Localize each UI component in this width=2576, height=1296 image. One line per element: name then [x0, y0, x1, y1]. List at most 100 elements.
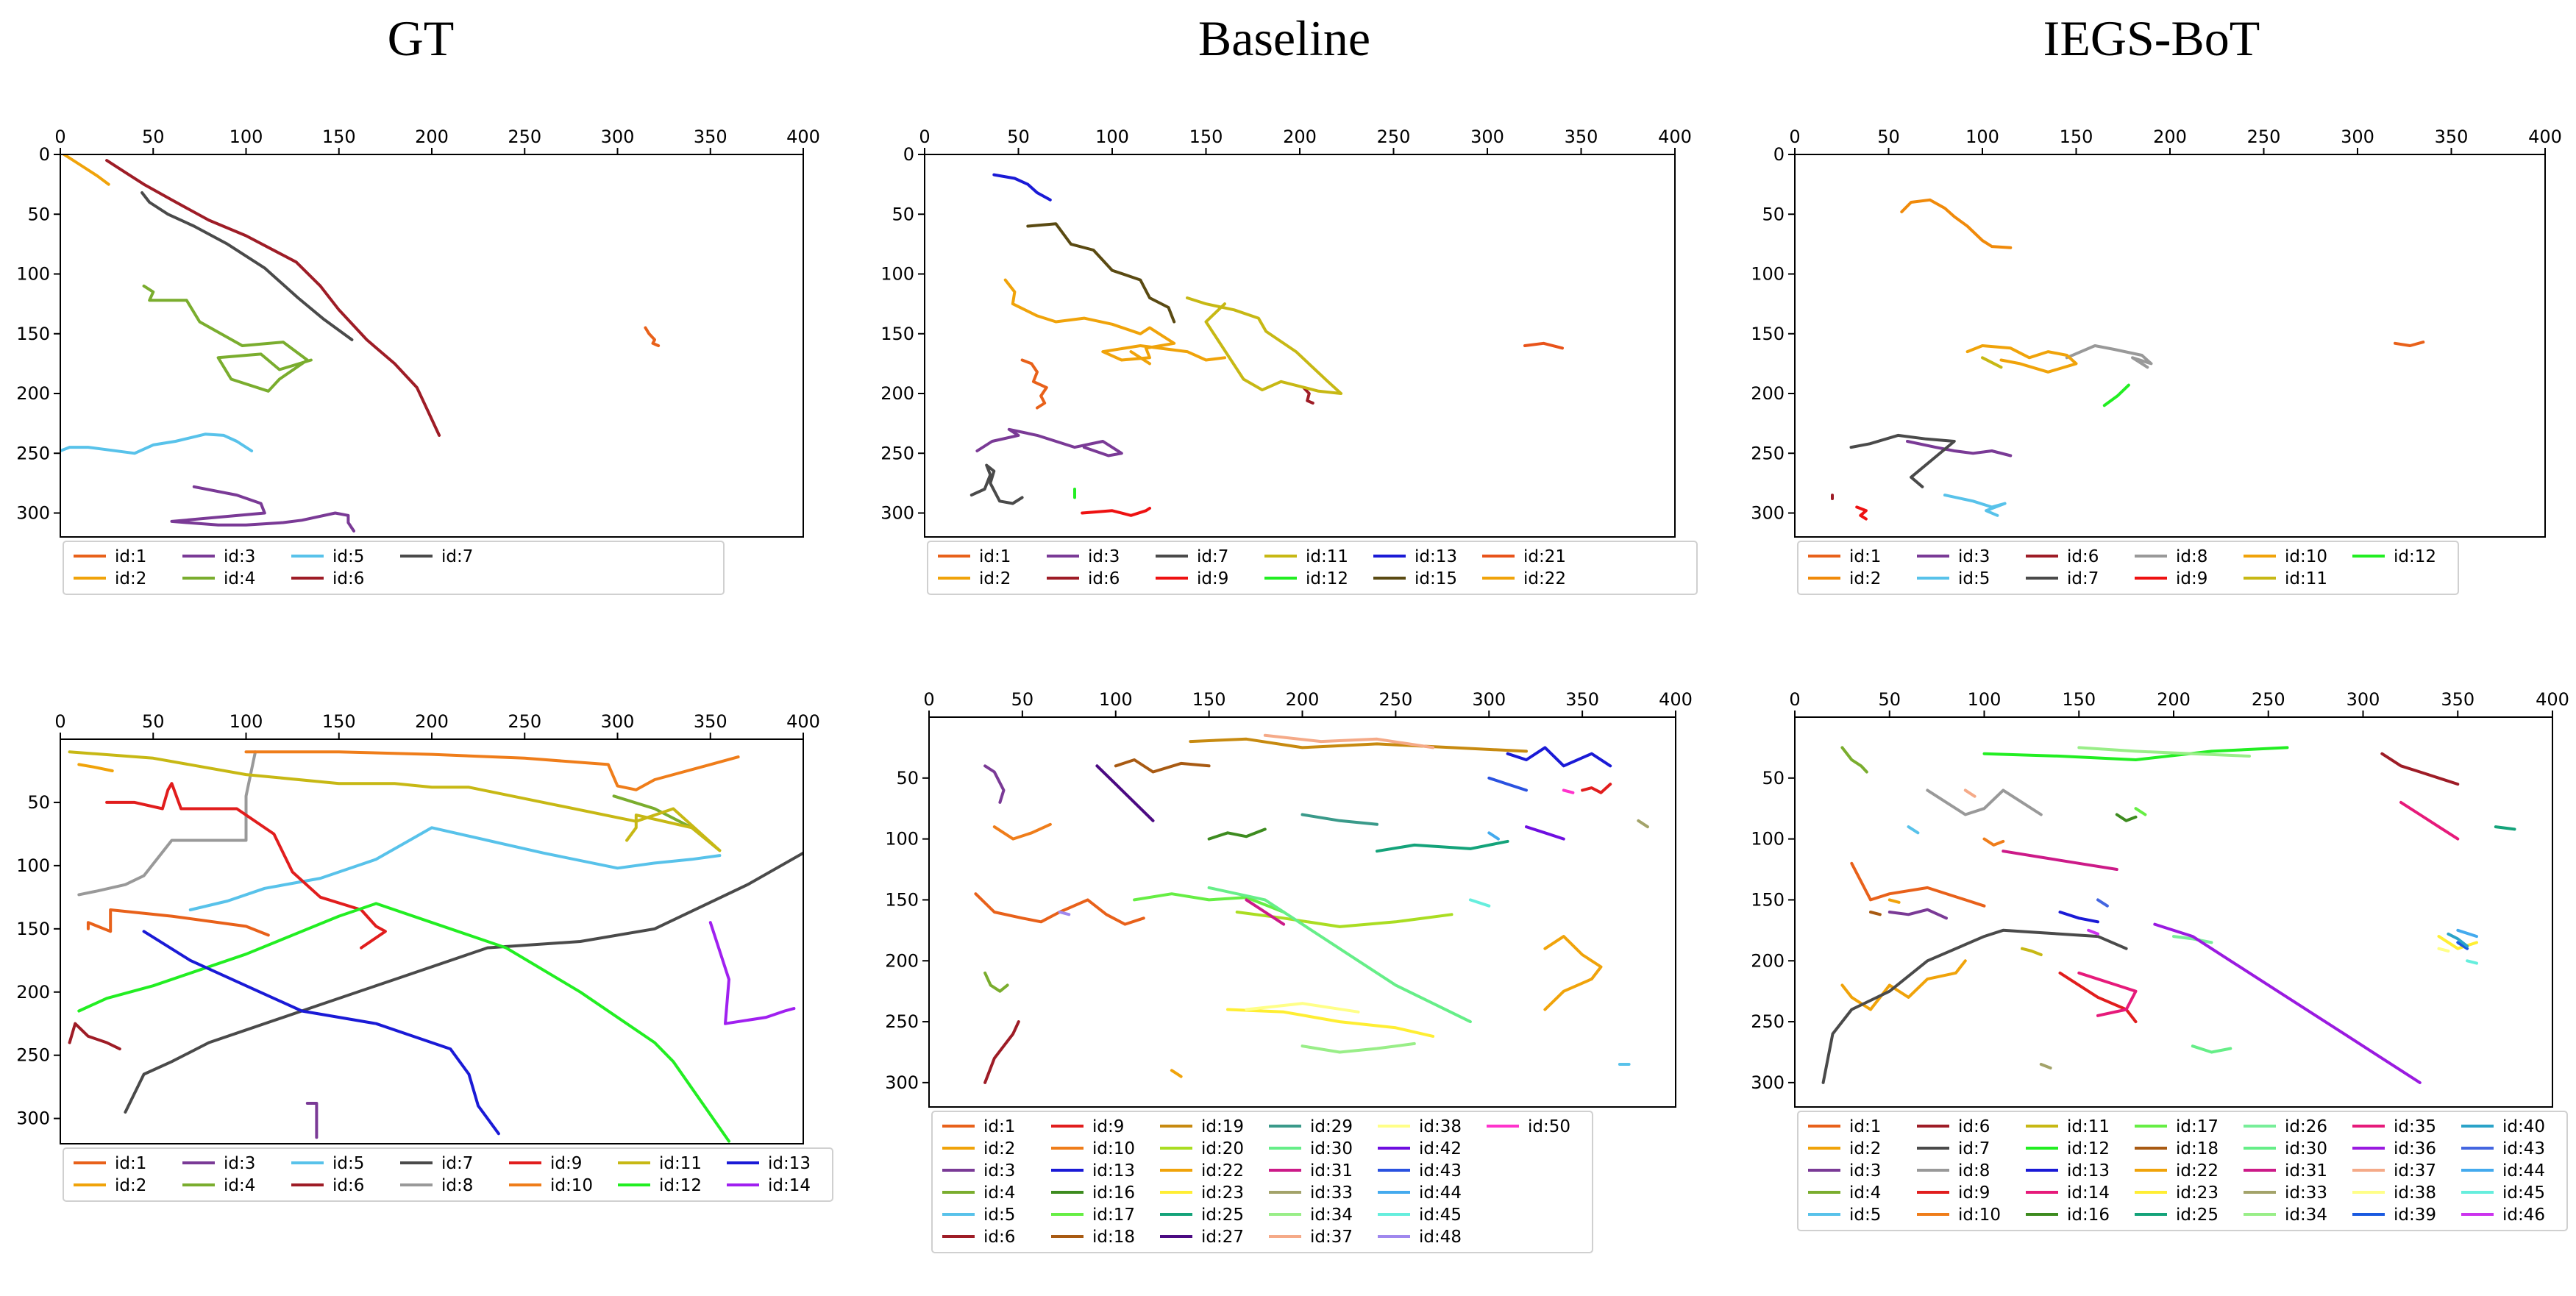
legend-label: id:39 — [2394, 1206, 2436, 1225]
legend-label: id:7 — [1197, 547, 1228, 566]
y-tick-label: 0 — [903, 144, 914, 165]
x-tick-label: 200 — [415, 711, 449, 732]
y-tick-label: 200 — [1751, 383, 1785, 404]
legend-box — [1797, 541, 2459, 595]
legend-label: id:7 — [1958, 1139, 1990, 1158]
series-line-id-10 — [992, 822, 1052, 841]
x-tick-label: 400 — [786, 127, 820, 147]
x-tick-label: 100 — [230, 711, 263, 732]
legend-label: id:7 — [2067, 569, 2099, 588]
axes-frame — [924, 154, 1676, 538]
series-line-id-8 — [2065, 344, 2153, 369]
y-tick-label: 200 — [880, 383, 914, 404]
x-tick-label: 350 — [1565, 689, 1599, 710]
x-tick-label: 0 — [923, 689, 934, 710]
legend-label: id:25 — [2176, 1206, 2219, 1225]
legend-label: id:38 — [2394, 1183, 2436, 1203]
series-line-id-29 — [1301, 813, 1378, 826]
x-tick-label: 350 — [694, 711, 727, 732]
y-tick-label: 50 — [27, 792, 50, 813]
x-tick-label: 300 — [2346, 689, 2380, 710]
x-tick-label: 250 — [1377, 127, 1411, 147]
x-tick-label: 50 — [1011, 689, 1034, 710]
x-tick-label: 200 — [1286, 689, 1320, 710]
column-title-gt: GT — [388, 10, 455, 66]
legend-label: id:25 — [1201, 1206, 1244, 1225]
series-line-id-18 — [1869, 911, 1882, 916]
legend-label: id:14 — [768, 1176, 811, 1195]
legend-label: id:18 — [2176, 1139, 2219, 1158]
x-tick-label: 0 — [919, 127, 930, 147]
series-line-id-2 — [1003, 278, 1226, 362]
legend-label: id:11 — [659, 1154, 702, 1173]
axes-frame — [1794, 716, 2553, 1108]
legend-label: id:5 — [1849, 1206, 1881, 1225]
series-line-id-48 — [1058, 911, 1071, 916]
legend-label: id:12 — [659, 1176, 702, 1195]
series-line-id-6 — [2380, 752, 2460, 786]
y-tick-label: 250 — [16, 443, 50, 463]
legend-label: id:9 — [1092, 1117, 1124, 1136]
legend-label: id:1 — [1849, 547, 1881, 566]
legend-label: id:31 — [1310, 1161, 1353, 1181]
series-line-id-8 — [1926, 788, 2043, 816]
legend-label: id:27 — [1201, 1228, 1244, 1247]
legend-label: id:29 — [1310, 1117, 1353, 1136]
legend-label: id:22 — [1523, 569, 1566, 588]
series-line-id-37 — [1263, 733, 1435, 750]
series-line-id-2 — [1543, 935, 1603, 1011]
legend: id:1id:2id:3id:4id:5id:6id:7id:8id:9id:1… — [63, 1147, 833, 1202]
legend-label: id:7 — [441, 547, 473, 566]
legend-label: id:11 — [1306, 547, 1348, 566]
series-line-id-22 — [1887, 898, 1901, 904]
series-line-id-9 — [2058, 971, 2138, 1024]
legend-label: id:11 — [2285, 569, 2327, 588]
series-line-id-10 — [244, 750, 740, 791]
series-line-id-5 — [1943, 494, 2007, 517]
x-tick-label: 50 — [1877, 127, 1900, 147]
series-line-id-39 — [2456, 941, 2469, 950]
series-line-id-38 — [1245, 1002, 1360, 1014]
legend-box — [63, 541, 725, 595]
series-line-id-1 — [644, 326, 661, 347]
legend-label: id:42 — [1419, 1139, 1462, 1158]
x-tick-label: 350 — [1565, 127, 1598, 147]
series-line-id-12 — [77, 902, 730, 1143]
legend-label: id:10 — [550, 1176, 593, 1195]
series-line-id-43 — [1487, 776, 1528, 792]
series-line-id-16 — [2115, 813, 2138, 822]
legend-label: id:38 — [1419, 1117, 1462, 1136]
legend-label: id:22 — [2176, 1161, 2219, 1181]
series-line-id-10 — [1965, 344, 2078, 374]
y-tick-label: 150 — [885, 889, 919, 910]
x-tick-label: 200 — [415, 127, 449, 147]
legend-label: id:4 — [224, 569, 255, 588]
series-line-id-35 — [2399, 800, 2460, 841]
series-line-id-13 — [2058, 911, 2099, 924]
legend-label: id:20 — [1201, 1139, 1244, 1158]
series-line-id-38 — [2437, 947, 2450, 953]
y-tick-label: 250 — [1751, 1011, 1785, 1032]
legend-label: id:23 — [1201, 1183, 1244, 1203]
legend-label: id:37 — [1310, 1228, 1353, 1247]
legend-label: id:45 — [1419, 1206, 1462, 1225]
legend-label: id:5 — [1958, 569, 1990, 588]
series-line-id-36 — [2153, 922, 2422, 1084]
x-tick-label: 150 — [2060, 127, 2093, 147]
series-line-id-2 — [1900, 198, 2013, 249]
legend-label: id:3 — [224, 1154, 255, 1173]
legend-label: id:3 — [1849, 1161, 1881, 1181]
series-line-id-31 — [1245, 898, 1286, 926]
series-line-id-7 — [969, 463, 1024, 505]
legend-label: id:45 — [2502, 1183, 2545, 1203]
legend-label: id:17 — [2176, 1117, 2219, 1136]
legend-label: id:4 — [224, 1176, 255, 1195]
x-tick-label: 200 — [1283, 127, 1317, 147]
legend-label: id:50 — [1528, 1117, 1570, 1136]
legend: id:1id:2id:3id:4id:5id:6id:7id:8id:9id:1… — [1797, 1111, 2568, 1231]
legend-label: id:13 — [1092, 1161, 1135, 1181]
series-line-id-23 — [2437, 935, 2478, 950]
series-line-id-13 — [992, 173, 1052, 202]
legend-label: id:3 — [983, 1161, 1015, 1181]
x-tick-label: 250 — [1378, 689, 1412, 710]
